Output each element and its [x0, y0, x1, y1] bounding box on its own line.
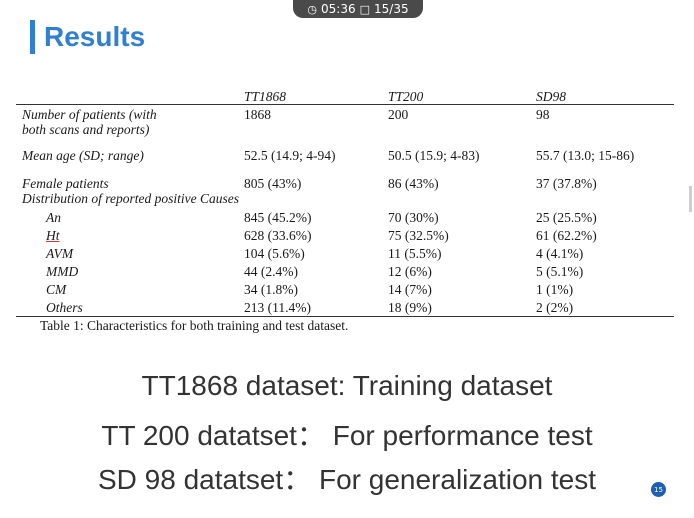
table-cell: 845 (45.2%) [244, 210, 312, 225]
table-cell: 12 (6%) [388, 264, 432, 279]
table-bottom-rule [16, 316, 674, 317]
table-cell: 52.5 (14.9; 4-94) [244, 148, 336, 163]
row-label: Mean age (SD; range) [22, 148, 144, 163]
status-time: 05:36 [321, 2, 356, 16]
table-cell: 628 (33.6%) [244, 228, 312, 243]
note-generalization: SD 98 datatset： For generalization test [97, 464, 597, 495]
table-header-rule [16, 104, 674, 105]
table-cell: 61 (62.2%) [536, 228, 597, 243]
table-cell: 2 (2%) [536, 300, 574, 315]
table-cell: 75 (32.5%) [388, 228, 449, 243]
table-cell: 5 (5.1%) [536, 264, 584, 279]
column-header-tt1868: TT1868 [244, 89, 287, 104]
slide-title: Results [44, 21, 146, 52]
table-cell: 70 (30%) [388, 210, 439, 225]
page-number-badge: 15 [651, 482, 666, 497]
clock-icon: ◷ [307, 2, 317, 16]
table-cell: 805 (43%) [244, 176, 302, 191]
page-icon: □ [359, 2, 370, 16]
table-cell: 37 (37.8%) [536, 176, 597, 191]
table-cell: 213 (11.4%) [244, 300, 311, 315]
row-label: MMD [46, 264, 79, 279]
column-header-tt200: TT200 [388, 89, 424, 104]
presentation-status-bar: ◷ 05:36 □ 15/35 [293, 0, 423, 18]
row-label: Others [46, 300, 83, 315]
table-cell: 34 (1.8%) [244, 282, 298, 297]
note-training: TT1868 dataset: Training dataset [141, 370, 553, 401]
row-label: Ht [46, 228, 60, 243]
table-cell: 4 (4.1%) [536, 246, 584, 261]
row-label: Female patients [22, 176, 109, 191]
table-cell: 50.5 (15.9; 4-83) [388, 148, 480, 163]
slide-title-block: Results [30, 20, 145, 54]
row-label: CM [46, 282, 67, 297]
section-label: Distribution of reported positive Causes [22, 191, 239, 206]
table-cell: 55.7 (13.0; 15-86) [536, 148, 635, 163]
table-cell: 200 [388, 107, 409, 122]
column-header-sd98: SD98 [536, 89, 566, 104]
title-accent-bar [30, 20, 35, 54]
scrollbar-handle[interactable] [689, 186, 692, 212]
table-cell: 98 [536, 107, 550, 122]
table-cell: 14 (7%) [388, 282, 432, 297]
status-page-counter: 15/35 [374, 2, 409, 16]
results-table: TT1868 TT200 SD98 Number of patients (wi… [0, 80, 694, 340]
row-label: Number of patients (with [22, 107, 157, 122]
table-cell: 25 (25.5%) [536, 210, 597, 225]
table-cell: 86 (43%) [388, 176, 439, 191]
table-cell: 18 (9%) [388, 300, 432, 315]
row-label-continuation: both scans and reports) [22, 122, 150, 137]
row-label: AVM [46, 246, 74, 261]
table-cell: 1868 [244, 107, 271, 122]
table-cell: 11 (5.5%) [388, 246, 442, 261]
table-cell: 104 (5.6%) [244, 246, 305, 261]
table-cell: 44 (2.4%) [244, 264, 298, 279]
row-label: An [46, 210, 61, 225]
table-caption: Table 1: Characteristics for both traini… [40, 318, 349, 333]
note-performance: TT 200 datatset： For performance test [101, 420, 593, 451]
table-cell: 1 (1%) [536, 282, 574, 297]
